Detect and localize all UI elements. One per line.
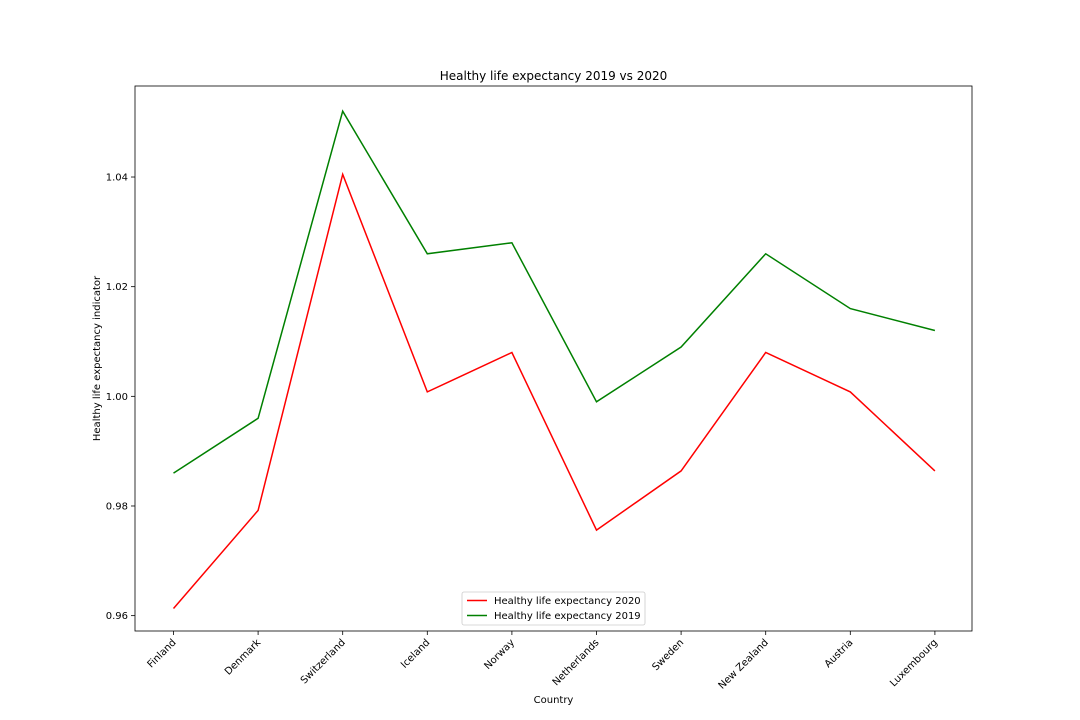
x-tick-label: Austria [823, 637, 856, 670]
legend-label: Healthy life expectancy 2019 [494, 611, 641, 622]
x-tick-label: Denmark [223, 637, 263, 677]
x-tick-label: Sweden [650, 637, 686, 673]
x-tick-label: Iceland [399, 637, 432, 670]
plot-area-frame [134, 85, 973, 632]
y-tick-label: 0.96 [106, 611, 128, 622]
series-line-2020 [172, 171, 936, 609]
y-tick-label: 0.98 [106, 501, 128, 512]
x-tick-label: Finland [146, 637, 179, 670]
x-tick-label: Switzerland [299, 637, 348, 686]
legend: Healthy life expectancy 2020 Healthy life… [461, 591, 646, 626]
y-tick-label: 1.02 [106, 282, 128, 293]
x-tick-label: Netherlands [551, 637, 602, 688]
x-tick-label: Luxembourg [888, 637, 940, 689]
x-tick-label: New Zealand [717, 637, 771, 691]
y-tick-label: 1.04 [106, 173, 128, 184]
series-line-2019 [173, 109, 936, 474]
x-tick-label: Norway [482, 637, 517, 672]
y-axis-label: Healthy life expectancy indicator [92, 275, 103, 441]
x-axis-label: Country [534, 695, 574, 706]
legend-label: Healthy life expectancy 2020 [494, 596, 641, 607]
y-tick-label: 1.00 [106, 392, 128, 403]
series-layer [172, 109, 936, 609]
y-axis-ticks: 0.96 0.98 1.00 1.02 1.04 [106, 173, 135, 622]
legend-box [461, 591, 646, 626]
chart-title: Healthy life expectancy 2019 vs 2020 [440, 69, 668, 83]
x-axis-ticks: Finland Denmark Switzerland Iceland Norway Ne… [146, 631, 940, 692]
